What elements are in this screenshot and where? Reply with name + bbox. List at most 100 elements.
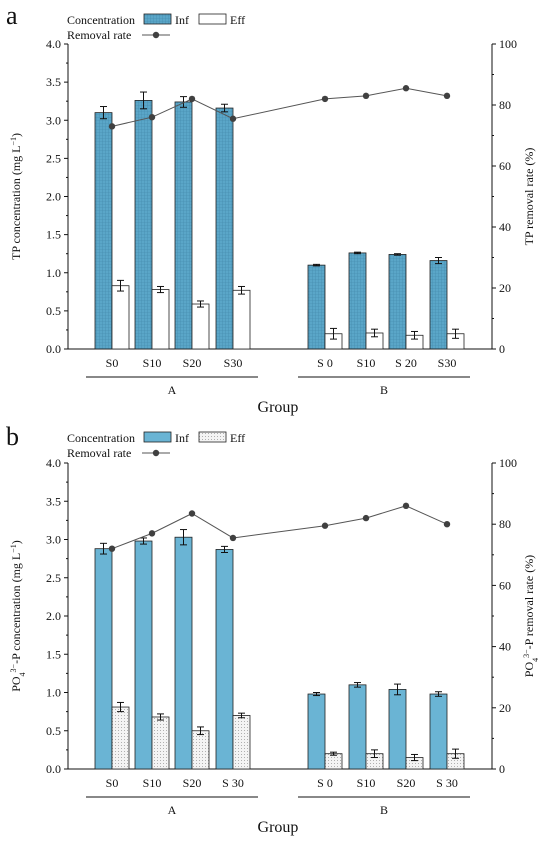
- removal-rate-point: [148, 530, 156, 537]
- bar-inf: [429, 260, 448, 350]
- removal-rate-point: [229, 115, 237, 122]
- x-tick-label: S 0: [317, 776, 333, 790]
- y2-tick-label: 0: [499, 342, 505, 356]
- bar-eff: [151, 289, 170, 350]
- y2-tick-label: 20: [499, 701, 511, 715]
- removal-rate-point: [321, 522, 329, 529]
- bar-inf: [174, 536, 193, 770]
- panel-letter: a: [6, 1, 18, 30]
- y-tick-label: 0.5: [46, 724, 61, 738]
- y-tick-label: 2.5: [46, 151, 61, 165]
- bar-inf: [134, 100, 153, 350]
- bar-eff: [232, 289, 251, 350]
- panel-letter: b: [6, 422, 19, 451]
- bar-inf: [215, 549, 234, 770]
- y2-axis-title: PO43−-P removal rate (%): [522, 555, 540, 677]
- y-tick-label: 2.0: [46, 190, 61, 204]
- legend-inf-swatch: [143, 431, 172, 443]
- bar-eff: [151, 716, 170, 770]
- legend-concentration-label: Concentration: [67, 431, 135, 445]
- removal-rate-point: [148, 114, 156, 121]
- group-label: A: [168, 803, 177, 817]
- bar-eff: [232, 715, 251, 770]
- panel-b-chart: b Concentration Inf Eff Removal rate 0.0 0.5 1.…: [6, 422, 540, 836]
- x-tick-label: S0: [106, 776, 119, 790]
- removal-rate-point: [443, 521, 451, 528]
- removal-rate-point: [362, 514, 370, 522]
- y-tick-label: 1.5: [46, 647, 61, 661]
- removal-rate-point: [402, 502, 410, 510]
- y-tick-label: 3.0: [46, 533, 61, 547]
- y2-axis-title: TP removal rate (%): [522, 148, 536, 246]
- removal-rate-line: [111, 87, 448, 127]
- y-tick-label: 2.5: [46, 571, 61, 585]
- y-tick-label: 1.5: [46, 228, 61, 242]
- bar-inf: [348, 684, 367, 770]
- x-tick-label: S10: [143, 776, 162, 790]
- legend-removal-marker: [152, 449, 160, 457]
- legend-inf-label: Inf: [175, 431, 189, 445]
- y-axis-title: PO43−-P concentration (mg L−1): [9, 540, 27, 692]
- x-axis-title: Group: [258, 819, 299, 836]
- y-tick-label: 4.0: [46, 456, 61, 470]
- x-tick-label: S20: [397, 776, 416, 790]
- bar-eff: [324, 753, 343, 770]
- x-tick-label: S10: [143, 356, 162, 370]
- removal-rate-point: [402, 85, 410, 92]
- y-tick-label: 3.0: [46, 113, 61, 127]
- x-tick-label: S0: [106, 356, 119, 370]
- x-axis-title: Group: [258, 399, 299, 416]
- removal-rate-point: [188, 510, 196, 517]
- x-tick-label: S20: [183, 776, 202, 790]
- group-label: A: [168, 383, 177, 397]
- x-tick-label: S10: [357, 356, 376, 370]
- bar-inf: [215, 107, 234, 350]
- removal-rate-point: [362, 92, 370, 100]
- bar-inf: [174, 101, 193, 350]
- y2-tick-label: 20: [499, 281, 511, 295]
- y-tick-label: 3.5: [46, 75, 61, 89]
- bar-inf: [388, 254, 407, 350]
- removal-rate-point: [321, 95, 329, 103]
- x-tick-label: S30: [438, 356, 457, 370]
- legend-eff-label: Eff: [230, 13, 245, 27]
- x-tick-label: S 0: [317, 356, 333, 370]
- legend-eff-swatch: [198, 13, 227, 25]
- legend-removal-marker: [152, 31, 160, 39]
- bar-inf: [94, 548, 113, 770]
- y2-tick-label: 60: [499, 578, 511, 592]
- x-tick-label: S 30: [222, 776, 244, 790]
- removal-rate-point: [443, 92, 451, 100]
- y2-tick-label: 100: [499, 37, 517, 51]
- bar-eff: [191, 730, 210, 770]
- bar-inf: [388, 689, 407, 770]
- bar-inf: [307, 264, 326, 350]
- legend-removal-label: Removal rate: [67, 28, 131, 42]
- x-tick-label: S10: [357, 776, 376, 790]
- bar-inf: [429, 693, 448, 770]
- bar-inf: [94, 112, 113, 350]
- y-tick-label: 1.0: [46, 266, 61, 280]
- legend-concentration-label: Concentration: [67, 13, 135, 27]
- legend-removal-label: Removal rate: [67, 446, 131, 460]
- x-tick-label: S 20: [395, 356, 417, 370]
- legend-eff-label: Eff: [230, 431, 245, 445]
- y-tick-label: 3.5: [46, 494, 61, 508]
- removal-rate-line: [111, 505, 448, 550]
- group-label: B: [380, 383, 388, 397]
- removal-rate-point: [188, 95, 196, 103]
- removal-rate-point: [108, 545, 116, 552]
- y-tick-label: 0.5: [46, 304, 61, 318]
- y-tick-label: 0.0: [46, 762, 61, 776]
- x-tick-label: S30: [224, 356, 243, 370]
- y2-tick-label: 0: [499, 762, 505, 776]
- y-tick-label: 2.0: [46, 609, 61, 623]
- y2-tick-label: 40: [499, 220, 511, 234]
- y2-tick-label: 60: [499, 159, 511, 173]
- y-axis-title: TP concentration (mg L−1): [9, 133, 24, 260]
- panel-a-chart: a Concentration Inf Eff Removal rate 0.0 0.5 1.…: [6, 1, 536, 416]
- y2-tick-label: 80: [499, 517, 511, 531]
- y2-tick-label: 80: [499, 98, 511, 112]
- y-tick-label: 1.0: [46, 686, 61, 700]
